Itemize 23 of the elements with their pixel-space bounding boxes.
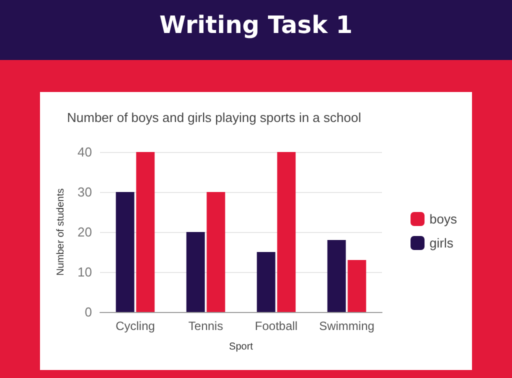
x-tick-label: Swimming xyxy=(319,319,374,333)
x-tick-label: Cycling xyxy=(116,319,155,333)
y-tick-label: 0 xyxy=(84,304,92,320)
bar xyxy=(327,240,346,312)
bar xyxy=(186,232,205,312)
bar xyxy=(206,192,226,312)
bar xyxy=(277,152,296,312)
y-tick-label: 40 xyxy=(78,144,92,160)
y-tick-label: 20 xyxy=(78,224,92,240)
x-axis-title: Sport xyxy=(229,342,254,352)
legend-label: girls xyxy=(430,236,454,250)
chart-subtitle: Number of boys and girls playing sports in a school xyxy=(67,110,362,125)
legend-label: boys xyxy=(430,212,458,226)
bar xyxy=(256,252,276,312)
y-tick-label: 30 xyxy=(78,184,92,200)
chart-title: Writing Task 1 xyxy=(0,0,512,60)
y-axis-title: Number of students xyxy=(56,188,66,276)
y-tick-label: 10 xyxy=(78,264,92,280)
bar xyxy=(348,260,366,312)
x-tick-label: Football xyxy=(254,319,298,333)
bar xyxy=(136,152,155,312)
bar xyxy=(116,192,134,312)
x-tick-label: Tennis xyxy=(188,319,224,333)
